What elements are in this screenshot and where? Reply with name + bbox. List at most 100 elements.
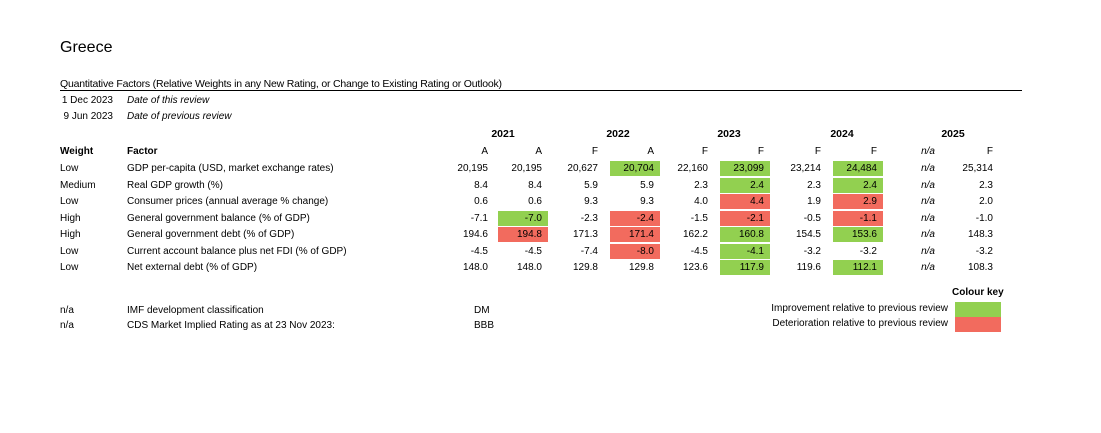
table-cell: 148.0 [462, 262, 488, 273]
improvement-key-label: Improvement relative to previous review [771, 303, 948, 314]
deterioration-highlight [720, 194, 770, 209]
table-cell: -4.5 [524, 245, 542, 257]
weight-header: Weight [60, 146, 94, 157]
table-cell: 5.9 [640, 179, 654, 191]
extra-factor: IMF development classification [127, 305, 264, 316]
deterioration-highlight [610, 227, 660, 242]
table-cell: 123.6 [682, 262, 708, 273]
table-cell: n/a [921, 262, 935, 273]
improvement-highlight [720, 243, 770, 259]
column-type-header: F [814, 146, 821, 157]
row-weight: Low [60, 196, 79, 207]
year-header: 2022 [606, 128, 630, 140]
factor-header: Factor [127, 146, 158, 157]
previous-review-label: Date of previous review [127, 111, 232, 122]
row-factor: Real GDP growth (%) [127, 179, 223, 191]
table-cell: 108.3 [967, 262, 993, 273]
extra-value: DM [474, 305, 490, 316]
table-cell: 23,214 [790, 163, 821, 174]
table-cell: 2.4 [750, 179, 764, 191]
table-cell: n/a [921, 212, 935, 224]
table-cell: 25,314 [962, 163, 993, 174]
column-type-header: A [535, 146, 542, 157]
improvement-highlight [720, 260, 770, 275]
table-cell: 4.4 [750, 196, 764, 207]
row-weight: Low [60, 262, 79, 273]
table-cell: 129.8 [628, 262, 654, 273]
table-cell: 160.8 [738, 229, 764, 240]
improvement-swatch [955, 302, 1001, 317]
table-cell: -4.1 [746, 245, 764, 257]
section-subtitle: Quantitative Factors (Relative Weights i… [60, 78, 502, 90]
deterioration-highlight [833, 194, 883, 209]
improvement-highlight [610, 161, 660, 176]
table-cell: 2.0 [979, 196, 993, 207]
table-cell: 23,099 [733, 163, 764, 174]
extra-weight: n/a [60, 305, 74, 316]
row-factor: General government balance (% of GDP) [127, 212, 310, 224]
improvement-highlight [833, 177, 883, 193]
row-weight: Low [60, 245, 79, 257]
improvement-highlight [720, 177, 770, 193]
column-type-header: F [757, 146, 764, 157]
row-weight: Medium [60, 179, 96, 191]
improvement-highlight [833, 161, 883, 176]
column-type-header: F [591, 146, 598, 157]
table-cell: -1.0 [975, 212, 993, 224]
deterioration-highlight [498, 227, 548, 242]
improvement-highlight [498, 210, 548, 226]
table-cell: -8.0 [636, 245, 654, 257]
table-cell: 112.1 [852, 262, 877, 273]
row-factor: Current account balance plus net FDI (% … [127, 245, 347, 257]
table-cell: 119.6 [796, 262, 821, 273]
current-review-date: 1 Dec 2023 [61, 95, 113, 106]
table-cell: 0.6 [528, 196, 542, 207]
table-cell: 148.0 [516, 262, 542, 273]
row-factor: General government debt (% of GDP) [127, 229, 295, 240]
improvement-highlight [833, 227, 883, 242]
previous-review-date: 9 Jun 2023 [63, 111, 114, 122]
page-title: Greece [60, 39, 113, 56]
table-cell: 2.3 [979, 179, 993, 191]
column-type-header: F [701, 146, 708, 157]
row-weight: High [60, 212, 81, 224]
table-cell: 2.3 [694, 179, 708, 191]
improvement-highlight [833, 260, 883, 275]
row-factor: Consumer prices (annual average % change… [127, 196, 329, 207]
column-type-header: A [481, 146, 488, 157]
extra-factor: CDS Market Implied Rating as at 23 Nov 2… [127, 320, 335, 331]
divider [60, 90, 1022, 91]
table-cell: 194.6 [462, 229, 488, 240]
year-header: 2025 [941, 128, 965, 140]
table-cell: -2.3 [580, 212, 598, 224]
extra-value: BBB [474, 320, 495, 331]
table-cell: 24,484 [846, 163, 877, 174]
table-cell: 9.3 [584, 196, 598, 207]
table-cell: 4.0 [694, 196, 708, 207]
table-cell: n/a [921, 229, 935, 240]
table-cell: -7.0 [524, 212, 542, 224]
row-factor: Net external debt (% of GDP) [127, 262, 258, 273]
year-header: 2024 [830, 128, 854, 140]
table-cell: 2.3 [807, 179, 821, 191]
deterioration-highlight [610, 210, 660, 226]
table-cell: 2.4 [863, 179, 877, 191]
improvement-highlight [720, 161, 770, 176]
table-cell: -3.2 [975, 245, 993, 257]
table-cell: n/a [921, 163, 935, 174]
extra-weight: n/a [60, 320, 74, 331]
table-cell: 153.6 [851, 229, 877, 240]
table-cell: 148.3 [967, 229, 993, 240]
table-cell: 117.9 [739, 262, 764, 273]
deterioration-highlight [610, 243, 660, 259]
table-cell: 9.3 [640, 196, 654, 207]
table-cell: 20,627 [567, 163, 598, 174]
table-cell: 171.3 [572, 229, 598, 240]
deterioration-key-label: Deterioration relative to previous revie… [772, 318, 948, 329]
table-cell: 129.8 [572, 262, 598, 273]
table-cell: -3.2 [803, 245, 821, 257]
table-cell: 20,704 [623, 163, 654, 174]
table-cell: 171.4 [628, 229, 654, 240]
table-cell: -1.5 [690, 212, 708, 224]
deterioration-highlight [833, 210, 883, 226]
